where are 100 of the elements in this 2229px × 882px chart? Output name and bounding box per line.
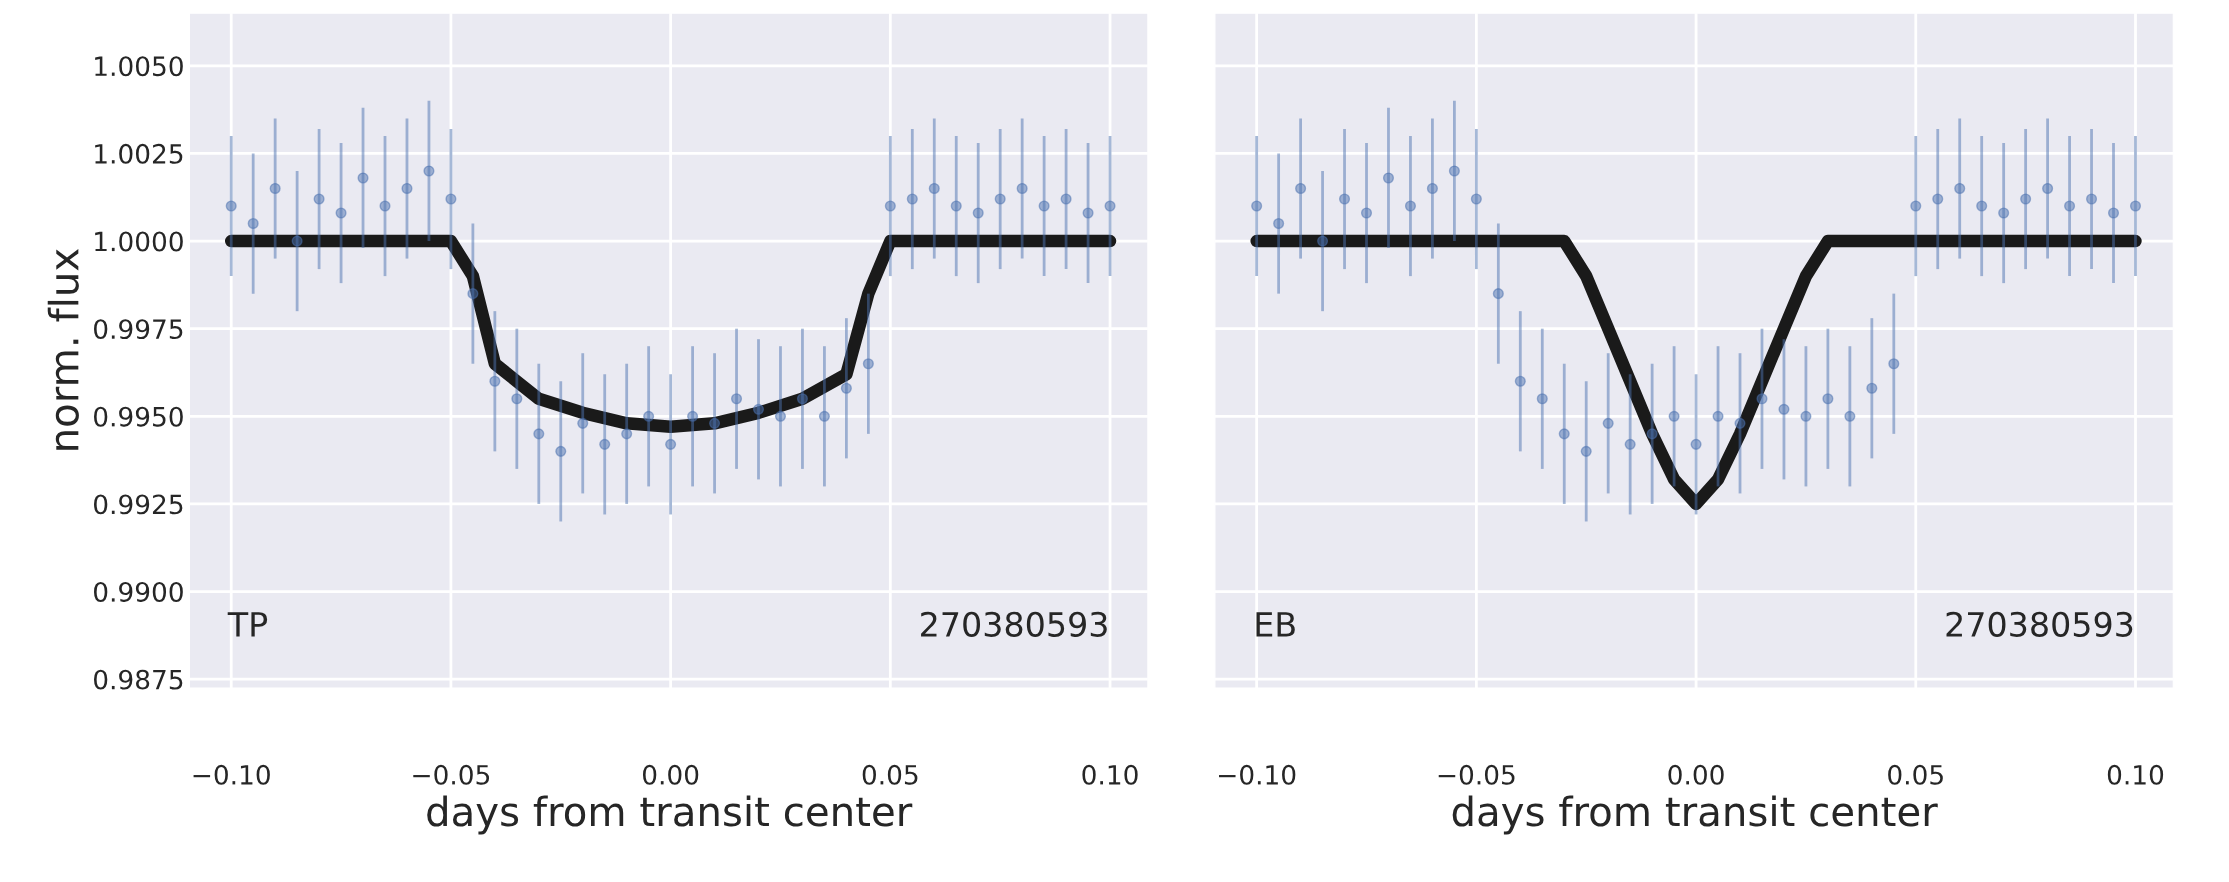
point <box>709 417 721 429</box>
point <box>1558 428 1570 440</box>
point <box>1602 417 1614 429</box>
point <box>994 193 1006 205</box>
point <box>1888 358 1900 370</box>
point <box>796 393 809 405</box>
point <box>643 410 655 422</box>
point <box>752 403 765 415</box>
point <box>1800 410 1812 422</box>
point <box>1492 288 1504 300</box>
point <box>1360 207 1373 219</box>
point <box>862 358 874 370</box>
point <box>1295 182 1307 195</box>
point <box>1668 410 1680 422</box>
point <box>1016 182 1028 195</box>
point <box>1404 200 1417 212</box>
point <box>1082 207 1094 219</box>
x-tick-label: −0.10 <box>1219 764 1296 785</box>
point <box>1910 200 1922 212</box>
y-tick-label: 0.9975 <box>94 319 183 340</box>
point <box>2085 193 2098 205</box>
y-tick-label: 1.0050 <box>95 56 183 77</box>
point <box>269 182 281 195</box>
point <box>1778 403 1790 415</box>
point <box>1844 410 1856 422</box>
point <box>225 200 237 212</box>
point <box>1624 438 1636 450</box>
point <box>1734 417 1746 429</box>
y-tick-label: 0.9925 <box>94 494 183 515</box>
point <box>1976 200 1988 212</box>
point <box>445 193 457 205</box>
point <box>1338 193 1351 205</box>
point <box>1382 172 1395 184</box>
point <box>2129 200 2142 212</box>
point <box>1060 193 1072 205</box>
x-tick-label: 0.05 <box>1888 764 1943 785</box>
point <box>533 428 545 440</box>
point <box>665 438 677 450</box>
point <box>906 193 918 205</box>
point <box>972 207 984 219</box>
x-tick-label: 0.10 <box>1082 764 1138 785</box>
point <box>687 410 699 422</box>
point <box>1580 445 1592 457</box>
annotation: EB <box>1256 612 1295 637</box>
x-tick-label: 0.05 <box>862 764 918 785</box>
point <box>1273 217 1285 230</box>
x-axis-title: days from transit center <box>1452 795 1938 835</box>
point <box>2064 200 2076 212</box>
point <box>1514 375 1526 387</box>
point <box>1954 182 1966 195</box>
point <box>2020 193 2032 205</box>
point <box>1822 393 1834 405</box>
point <box>621 428 633 440</box>
x-tick-label: −0.10 <box>193 764 270 785</box>
y-axis-title: norm. flux <box>47 249 79 450</box>
annotation: 270380593 <box>921 611 1107 637</box>
point <box>1998 207 2010 219</box>
y-tick-label: 0.9875 <box>94 669 183 690</box>
point <box>577 417 589 429</box>
point <box>1866 382 1878 394</box>
point <box>379 200 391 212</box>
point <box>511 393 523 405</box>
point <box>313 193 325 205</box>
x-tick-label: 0.00 <box>1668 764 1724 785</box>
point <box>335 207 347 219</box>
point <box>291 235 303 247</box>
point <box>2042 182 2054 195</box>
y-tick-label: 0.9950 <box>94 406 183 427</box>
point <box>423 165 435 177</box>
point <box>840 382 852 394</box>
point <box>928 182 940 195</box>
point <box>1756 393 1768 405</box>
point <box>489 375 501 387</box>
point <box>1317 235 1329 247</box>
point <box>1470 193 1482 205</box>
point <box>818 410 830 422</box>
point <box>247 217 259 230</box>
y-tick-label: 1.0025 <box>95 143 183 164</box>
point <box>401 182 413 195</box>
annotation: 270380593 <box>1946 611 2133 637</box>
point <box>774 410 787 422</box>
point <box>1448 165 1460 177</box>
point <box>599 438 611 450</box>
point <box>2107 207 2120 219</box>
point <box>730 393 743 405</box>
point <box>884 200 896 212</box>
x-axis-title: days from transit center <box>427 795 913 835</box>
point <box>1251 200 1263 212</box>
point <box>555 445 567 457</box>
point <box>1536 393 1548 405</box>
point <box>467 288 479 300</box>
x-tick-label: 0.10 <box>2107 764 2164 785</box>
point <box>1712 410 1724 422</box>
point <box>357 172 369 184</box>
y-tick-label: 1.0000 <box>95 231 183 252</box>
point <box>1104 200 1116 212</box>
annotation: TP <box>227 612 268 637</box>
y-tick-label: 0.9900 <box>94 582 183 602</box>
point <box>1690 438 1702 450</box>
point <box>1426 182 1438 195</box>
